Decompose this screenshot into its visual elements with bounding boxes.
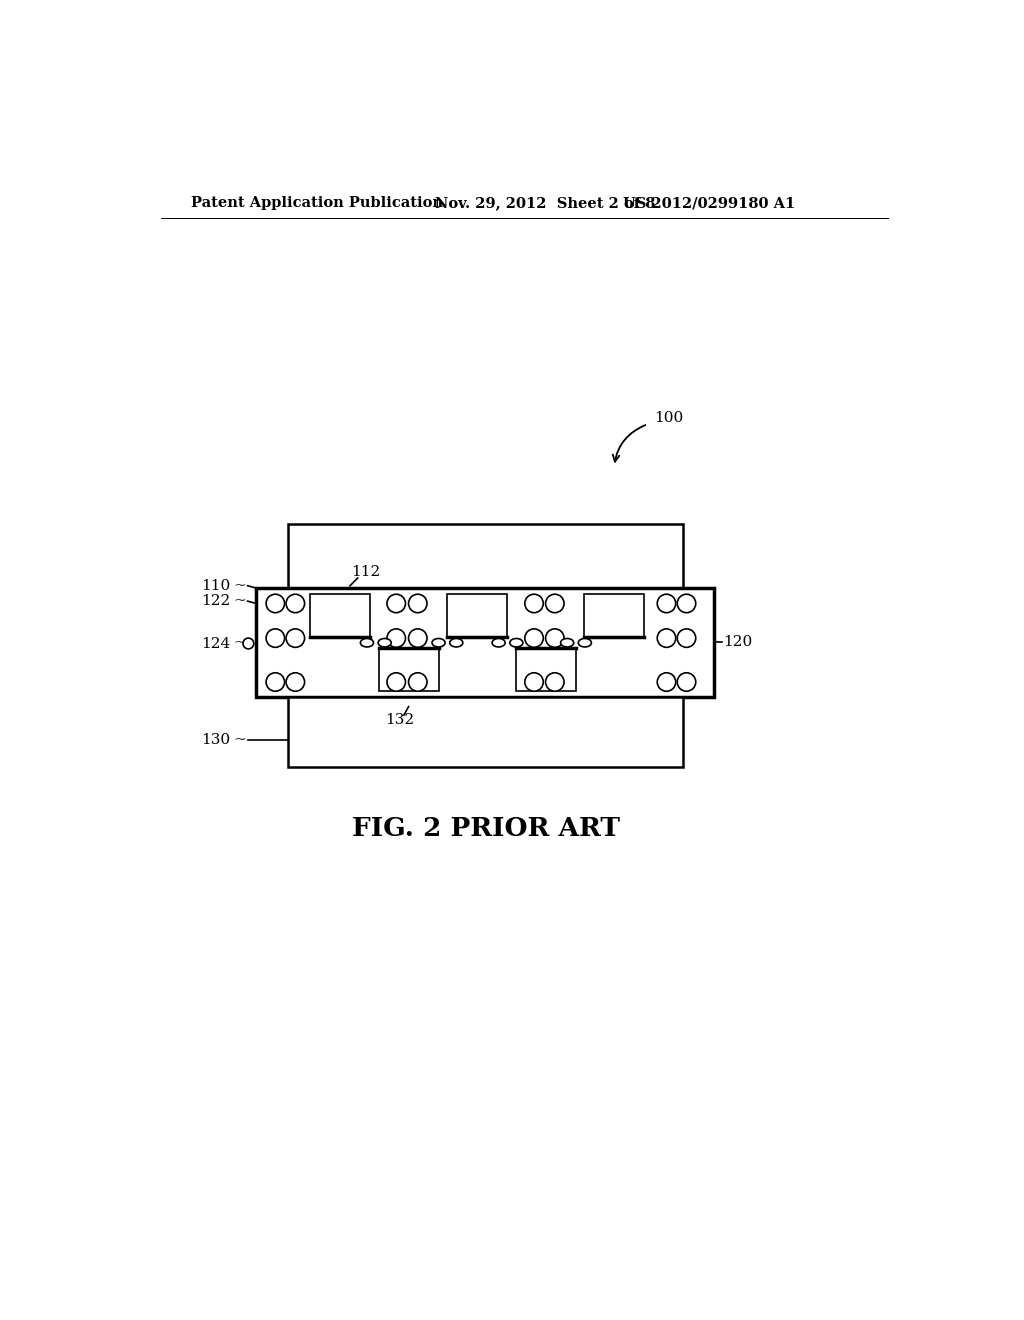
- Ellipse shape: [378, 639, 391, 647]
- Circle shape: [657, 628, 676, 647]
- Circle shape: [409, 628, 427, 647]
- Bar: [515, 648, 575, 692]
- Text: Patent Application Publication: Patent Application Publication: [190, 197, 442, 210]
- Text: 100: 100: [654, 411, 683, 425]
- Circle shape: [243, 638, 254, 649]
- Ellipse shape: [579, 639, 592, 647]
- Bar: [310, 594, 370, 638]
- Circle shape: [677, 628, 695, 647]
- Text: 112: 112: [351, 565, 380, 579]
- Ellipse shape: [360, 639, 374, 647]
- Circle shape: [387, 594, 406, 612]
- Text: FIG. 2 PRIOR ART: FIG. 2 PRIOR ART: [352, 816, 621, 841]
- Circle shape: [524, 594, 544, 612]
- Bar: [447, 594, 507, 638]
- Ellipse shape: [493, 639, 505, 647]
- Ellipse shape: [510, 639, 523, 647]
- Ellipse shape: [560, 639, 573, 647]
- Circle shape: [266, 594, 285, 612]
- Bar: [584, 594, 644, 638]
- Text: ~: ~: [233, 733, 247, 747]
- Circle shape: [286, 628, 304, 647]
- Bar: [379, 648, 438, 692]
- Circle shape: [657, 673, 676, 692]
- Circle shape: [286, 594, 304, 612]
- FancyBboxPatch shape: [256, 589, 714, 697]
- Text: ~: ~: [233, 578, 247, 593]
- Circle shape: [266, 673, 285, 692]
- Circle shape: [546, 594, 564, 612]
- Circle shape: [524, 673, 544, 692]
- Circle shape: [387, 673, 406, 692]
- Text: Nov. 29, 2012  Sheet 2 of 8: Nov. 29, 2012 Sheet 2 of 8: [435, 197, 655, 210]
- Text: ~: ~: [233, 594, 247, 609]
- Circle shape: [266, 628, 285, 647]
- Ellipse shape: [432, 639, 445, 647]
- Circle shape: [409, 673, 427, 692]
- Text: 122: 122: [202, 594, 230, 609]
- Ellipse shape: [450, 639, 463, 647]
- Text: US 2012/0299180 A1: US 2012/0299180 A1: [624, 197, 796, 210]
- Text: ~: ~: [233, 636, 247, 651]
- FancyBboxPatch shape: [289, 697, 683, 767]
- Circle shape: [546, 673, 564, 692]
- Text: 110: 110: [202, 578, 230, 593]
- Text: 130: 130: [202, 733, 230, 747]
- Circle shape: [677, 673, 695, 692]
- Text: 132: 132: [385, 714, 415, 727]
- Text: 120: 120: [724, 635, 753, 649]
- Circle shape: [409, 594, 427, 612]
- Circle shape: [387, 628, 406, 647]
- Circle shape: [657, 594, 676, 612]
- FancyBboxPatch shape: [289, 524, 683, 589]
- Text: 124: 124: [202, 636, 230, 651]
- Circle shape: [546, 628, 564, 647]
- Circle shape: [677, 594, 695, 612]
- Circle shape: [524, 628, 544, 647]
- Circle shape: [286, 673, 304, 692]
